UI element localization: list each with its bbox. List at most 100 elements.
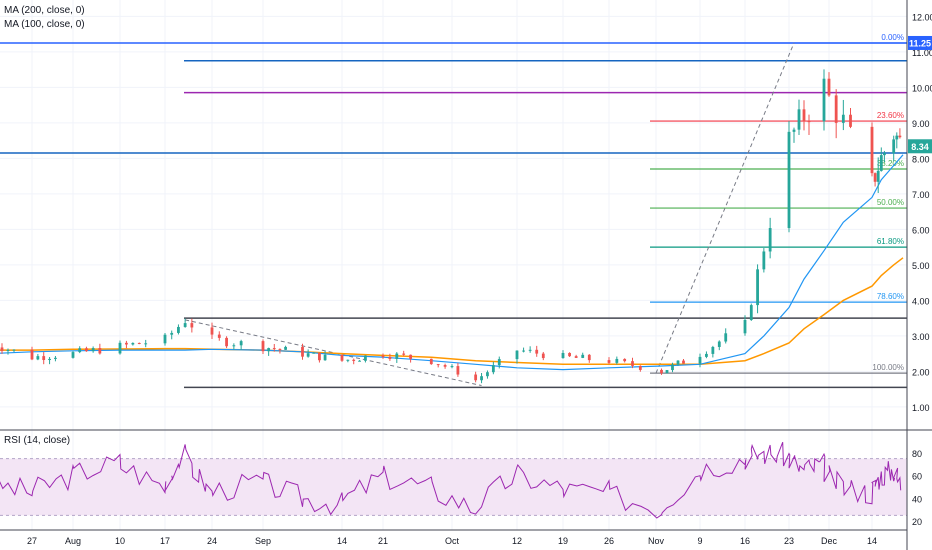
candle-body xyxy=(42,356,46,361)
candle-body xyxy=(660,369,663,374)
candle-body xyxy=(144,343,148,345)
candle-body xyxy=(724,333,728,342)
time-tick-label: 10 xyxy=(115,536,125,546)
price-tick-label: 8.00 xyxy=(912,154,930,164)
price-tick-label: 5.00 xyxy=(912,261,930,271)
candle-body xyxy=(6,349,10,352)
time-tick-label: Nov xyxy=(648,536,665,546)
price-marker-label: 11.25 xyxy=(909,38,931,48)
price-tick-label: 2.00 xyxy=(912,367,930,377)
candle-body xyxy=(278,348,282,350)
candle-body xyxy=(665,370,669,374)
candle-body xyxy=(261,341,265,352)
candle-body xyxy=(125,342,128,345)
candle-body xyxy=(535,349,539,354)
rsi-tick-label: 40 xyxy=(912,494,922,504)
time-tick-label: 23 xyxy=(784,536,794,546)
candle-body xyxy=(717,341,721,347)
time-tick-label: 9 xyxy=(697,536,702,546)
price-tick-label: 3.00 xyxy=(912,332,930,342)
candle-body xyxy=(762,251,766,270)
price-tick-label: 10.00 xyxy=(912,83,932,93)
candle-body xyxy=(756,269,759,306)
candle-body xyxy=(36,356,40,360)
candle-body xyxy=(607,360,611,363)
candle-body xyxy=(486,372,489,377)
candle-body xyxy=(183,323,187,327)
indicator-label-ma200[interactable]: MA (200, close, 0) xyxy=(4,5,85,16)
time-tick-label: 21 xyxy=(378,536,388,546)
trend-line xyxy=(655,42,795,374)
candle-body xyxy=(456,366,460,375)
fib-retracement[interactable]: 0.00% 23.60% 38.20% 50.00% 61.80% 78.60% 100.0… xyxy=(650,33,907,374)
candle-body xyxy=(787,131,791,229)
indicator-label-ma100[interactable]: MA (100, close, 0) xyxy=(4,19,85,30)
candle-body xyxy=(306,353,310,357)
time-tick-label: Aug xyxy=(65,536,81,546)
fib-level-label: 50.00% xyxy=(877,198,904,207)
candle-body xyxy=(768,228,772,252)
candle-body xyxy=(364,355,367,361)
price-tick-label: 1.00 xyxy=(912,403,930,413)
candle-body xyxy=(561,352,565,359)
candle-body xyxy=(497,359,501,366)
rsi-label[interactable]: RSI (14, close) xyxy=(4,435,70,446)
rsi-tick-label: 60 xyxy=(912,472,922,482)
trend-lines[interactable] xyxy=(185,42,795,387)
price-axis[interactable]: 1.00 2.00 3.00 4.00 5.00 6.00 7.00 8.00 9.00 10.0… xyxy=(912,12,932,413)
candle-body xyxy=(131,342,135,345)
candle-body xyxy=(346,359,350,361)
candle-body xyxy=(802,109,806,122)
time-axis[interactable]: 27 Aug 10 17 24 Sep 14 21 Oct 12 19 26 Nov 9 16 23 Dec 14 xyxy=(27,536,877,546)
candle-body xyxy=(429,358,433,365)
candle-body xyxy=(682,360,685,364)
time-tick-label: 16 xyxy=(740,536,750,546)
horizontal-lines[interactable] xyxy=(0,42,907,389)
candle-body xyxy=(807,121,811,123)
candle-body xyxy=(232,345,236,347)
price-tick-label: 11.00 xyxy=(912,48,932,58)
price-tick-label: 12.00 xyxy=(912,12,932,22)
candle-body xyxy=(409,354,412,359)
rsi-band xyxy=(0,458,907,516)
candle-body xyxy=(879,155,883,171)
ma200-line xyxy=(0,257,904,366)
candle-body xyxy=(841,114,845,123)
candle-body xyxy=(137,342,141,344)
price-tick-label: 6.00 xyxy=(912,225,930,235)
candle-body xyxy=(78,348,82,353)
candle-body xyxy=(797,109,801,130)
candle-body xyxy=(323,354,327,361)
candle-body xyxy=(834,95,838,123)
time-tick-label: 19 xyxy=(558,536,568,546)
trend-line xyxy=(185,319,482,387)
candle-body xyxy=(671,364,674,371)
candle-body xyxy=(272,348,276,350)
candle-body xyxy=(474,374,478,381)
candle-body xyxy=(284,346,287,350)
time-tick-label: 24 xyxy=(207,536,217,546)
rsi-line xyxy=(0,442,902,519)
rsi-axis[interactable]: 20 40 60 80 xyxy=(912,449,922,527)
candle-body xyxy=(170,332,174,335)
candle-body xyxy=(491,365,495,373)
candle-body xyxy=(71,352,75,358)
candle-body xyxy=(876,170,880,182)
candle-body xyxy=(225,337,228,347)
candle-body xyxy=(541,353,545,359)
candle-body xyxy=(395,353,399,359)
candle-body xyxy=(638,365,642,370)
time-tick-label: Oct xyxy=(445,536,460,546)
time-tick-label: 17 xyxy=(160,536,170,546)
candle-body xyxy=(792,129,796,132)
candle-body xyxy=(898,135,902,138)
candle-body xyxy=(883,153,886,156)
price-marker-badge xyxy=(908,35,932,50)
fib-level-label: 78.60% xyxy=(877,292,904,301)
candle-body xyxy=(91,348,95,352)
candle-body xyxy=(522,350,525,352)
candle-body xyxy=(749,305,753,320)
candle-body xyxy=(895,135,899,140)
candle-body xyxy=(711,346,715,354)
